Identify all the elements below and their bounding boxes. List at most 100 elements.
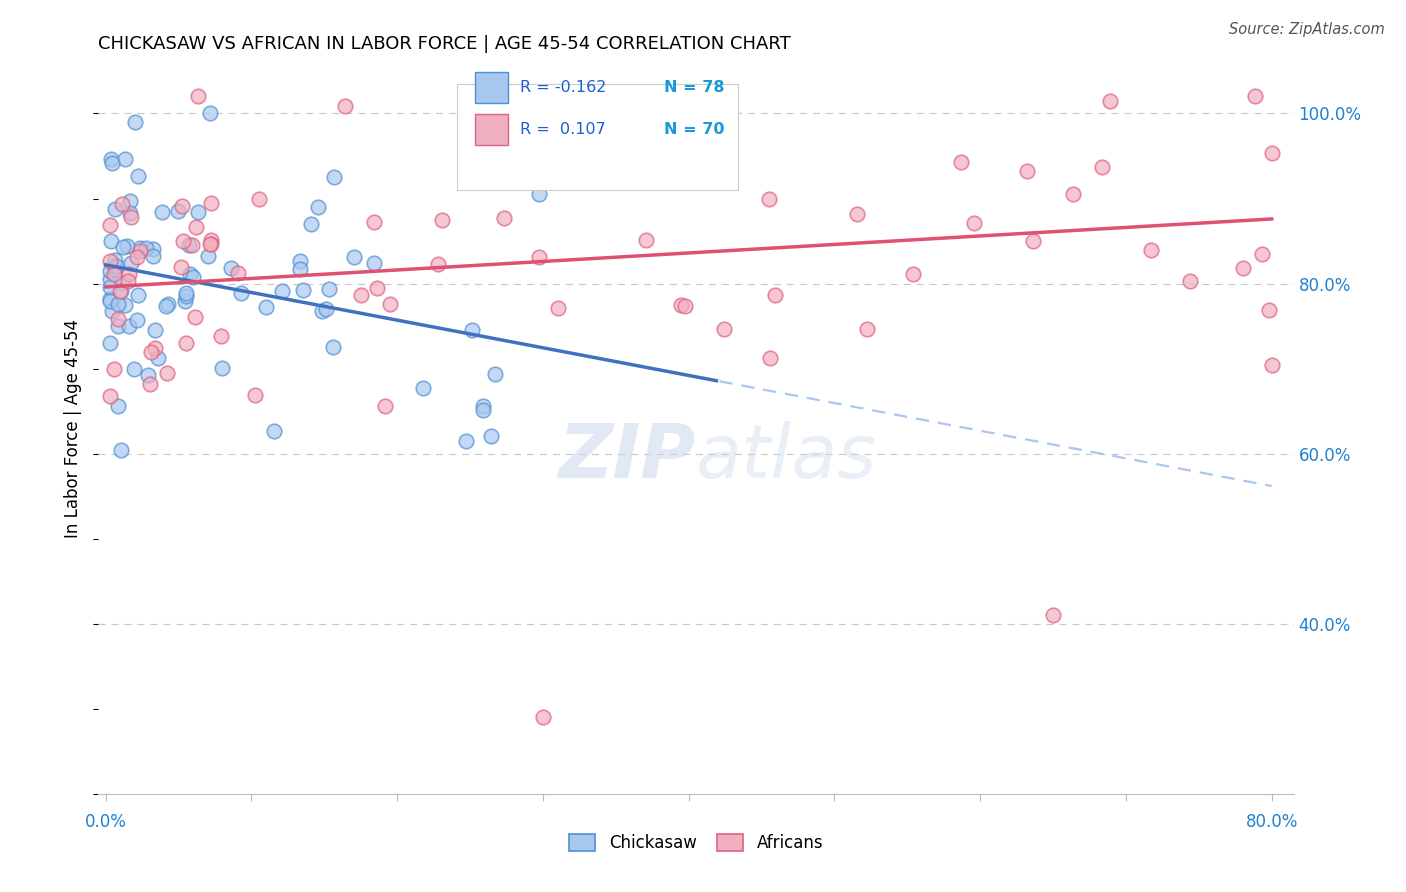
Point: [118, 194, 141, 209]
FancyBboxPatch shape: [457, 85, 738, 191]
Point: [315, 301, 337, 316]
Point: [166, 204, 188, 219]
Point: [111, 277, 134, 291]
Point: [1091, 160, 1114, 174]
Point: [226, 266, 249, 280]
Point: [430, 213, 453, 227]
Point: [129, 244, 152, 258]
Point: [529, 250, 551, 264]
Text: 80.0%: 80.0%: [1246, 813, 1298, 830]
Text: CHICKASAW VS AFRICAN IN LABOR FORCE | AGE 45-54 CORRELATION CHART: CHICKASAW VS AFRICAN IN LABOR FORCE | AG…: [98, 35, 792, 53]
Point: [634, 233, 657, 247]
Point: [254, 300, 277, 314]
Point: [322, 340, 344, 354]
Point: [110, 284, 132, 298]
Point: [118, 206, 141, 220]
Point: [1260, 145, 1282, 160]
Point: [1098, 94, 1121, 108]
Point: [120, 210, 142, 224]
Point: [366, 281, 388, 295]
Point: [1042, 608, 1064, 623]
Point: [671, 298, 693, 312]
Point: [759, 351, 782, 365]
Point: [198, 106, 221, 120]
Point: [104, 260, 127, 274]
Point: [1257, 303, 1279, 318]
Point: [155, 299, 177, 313]
Point: [118, 318, 141, 333]
Point: [323, 169, 346, 184]
Point: [198, 236, 221, 251]
Text: Source: ZipAtlas.com: Source: ZipAtlas.com: [1229, 22, 1385, 37]
Text: R = -0.162: R = -0.162: [520, 79, 606, 95]
Point: [200, 233, 222, 247]
Point: [107, 399, 129, 413]
Point: [100, 152, 122, 166]
Point: [247, 192, 270, 206]
Point: [136, 368, 159, 382]
Bar: [475, 72, 509, 103]
Point: [962, 216, 984, 230]
Point: [174, 286, 197, 301]
Point: [492, 211, 515, 225]
Point: [1232, 261, 1254, 276]
Point: [103, 267, 125, 281]
Point: [156, 367, 179, 381]
Point: [174, 289, 197, 303]
Point: [156, 297, 179, 311]
Point: [103, 362, 125, 376]
Point: [98, 293, 121, 308]
Point: [484, 367, 506, 381]
Point: [117, 275, 139, 289]
Point: [454, 434, 477, 449]
Point: [148, 351, 170, 366]
Point: [135, 241, 157, 255]
Point: [122, 362, 145, 376]
Point: [374, 399, 396, 413]
Point: [343, 250, 366, 264]
Point: [229, 285, 252, 300]
Point: [950, 155, 973, 169]
Point: [1251, 247, 1274, 261]
Point: [100, 234, 122, 248]
Point: [177, 238, 200, 252]
Point: [181, 270, 204, 285]
Point: [129, 241, 152, 255]
Point: [110, 443, 132, 458]
Text: ZIP: ZIP: [558, 421, 696, 494]
Point: [170, 260, 193, 274]
Point: [141, 345, 163, 359]
Point: [472, 399, 495, 413]
Point: [1017, 163, 1039, 178]
Point: [758, 192, 780, 206]
Point: [104, 262, 127, 277]
Point: [1021, 234, 1043, 248]
Point: [183, 310, 205, 324]
Point: [673, 299, 696, 313]
Point: [118, 268, 141, 282]
Point: [114, 153, 136, 167]
Point: [427, 257, 450, 271]
Point: [209, 329, 232, 343]
Y-axis label: In Labor Force | Age 45-54: In Labor Force | Age 45-54: [65, 318, 83, 538]
Point: [291, 283, 314, 297]
Point: [98, 292, 121, 306]
Legend: Chickasaw, Africans: Chickasaw, Africans: [562, 827, 830, 859]
Point: [143, 341, 166, 355]
Point: [529, 187, 551, 202]
Point: [412, 381, 434, 395]
Point: [211, 361, 233, 376]
Point: [104, 253, 127, 268]
Point: [172, 199, 194, 213]
Point: [318, 282, 340, 296]
Point: [301, 217, 323, 231]
Point: [98, 335, 121, 350]
Point: [713, 322, 735, 336]
Point: [531, 710, 554, 724]
Point: [311, 304, 333, 318]
Point: [98, 279, 121, 293]
Point: [127, 288, 149, 302]
Point: [350, 288, 373, 302]
Point: [200, 195, 222, 210]
Point: [111, 197, 134, 211]
